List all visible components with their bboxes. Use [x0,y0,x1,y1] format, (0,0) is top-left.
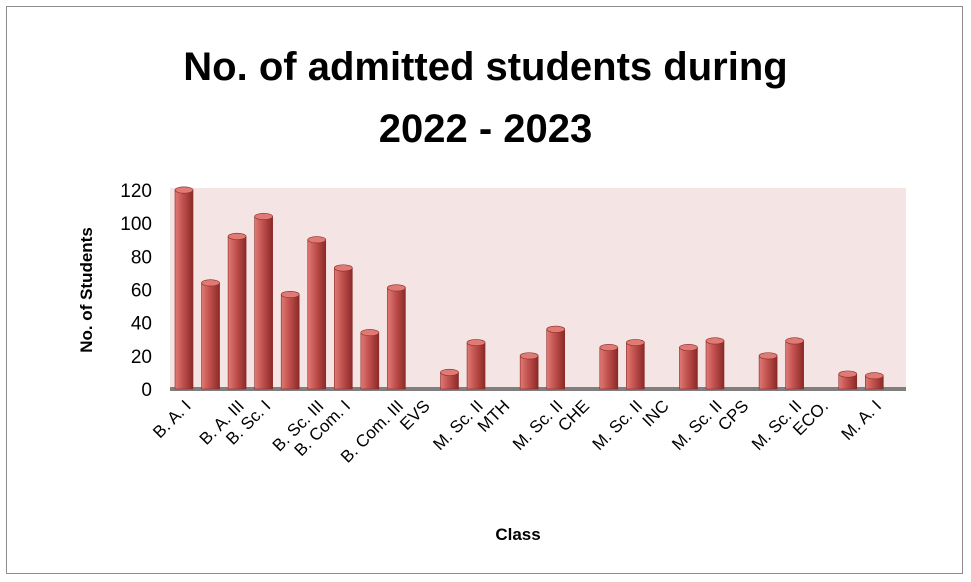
x-tick-label: CPS [714,396,752,434]
bar [333,264,353,390]
bar [387,284,406,390]
y-tick-label: 60 [131,281,152,302]
bar [440,368,459,390]
x-tick-label: M. A. I [838,396,886,444]
x-tick-label: EVS [396,396,433,433]
bar [174,186,194,390]
x-tick-label: INC [639,396,673,430]
y-tick-label: 100 [120,214,152,235]
bar [201,279,220,390]
bar [307,236,327,390]
chart-title-line-2: 2022 - 2023 [378,107,593,151]
bar [466,339,486,390]
y-tick-label: 120 [120,181,152,202]
bar [546,325,566,390]
bar [254,213,273,390]
y-tick-label: 0 [141,380,152,401]
bar [705,337,725,390]
x-axis-label: Class [495,525,540,544]
y-tick-label: 20 [131,347,152,368]
chart-title: No. of admitted students during 2022 - 2… [0,36,971,160]
bar-series [174,186,884,390]
y-tick-label: 40 [131,314,152,335]
chart-title-line-1: No. of admitted students during [183,45,788,89]
y-axis-label: No. of Students [77,227,96,353]
y-axis: 0 20 40 60 80 100 120 [120,181,152,401]
bar [599,344,619,390]
bar [280,290,300,390]
bar [519,352,539,390]
bar [227,232,247,390]
bar [360,329,380,390]
x-tick-label: M. Sc. II [589,396,647,454]
bar [838,370,858,390]
y-tick-label: 80 [131,247,152,268]
bar [864,372,884,390]
bar [626,339,645,390]
x-tick-label: CHE [554,396,593,435]
x-tick-label: B. A. I [149,396,195,442]
bar [758,352,778,390]
bar [785,337,804,390]
bar [679,344,698,390]
x-tick-label: MTH [474,396,513,435]
